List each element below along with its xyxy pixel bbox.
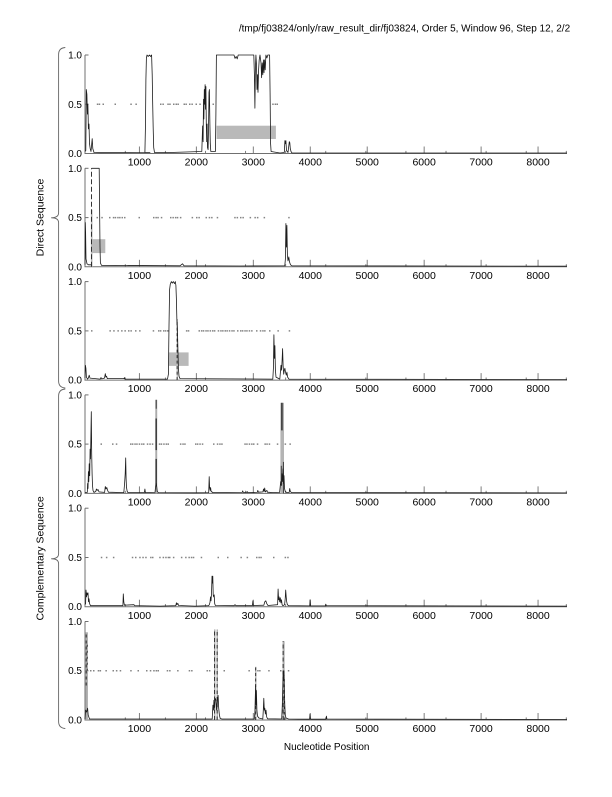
svg-text:1.0: 1.0 [68,390,82,401]
svg-text:3000: 3000 [242,270,266,282]
svg-text:1.0: 1.0 [68,617,82,628]
svg-text:0.0: 0.0 [68,149,82,160]
svg-text:2000: 2000 [185,610,209,622]
svg-text:1.0: 1.0 [68,164,82,175]
svg-text:7000: 7000 [469,270,493,282]
svg-text:5000: 5000 [356,270,380,282]
svg-text:2000: 2000 [185,383,209,395]
svg-text:4000: 4000 [299,497,323,509]
svg-text:5000: 5000 [356,610,380,622]
svg-text:0.0: 0.0 [68,262,82,273]
svg-text:1000: 1000 [128,157,152,169]
svg-text:8000: 8000 [526,723,550,735]
svg-text:7000: 7000 [469,610,493,622]
svg-text:4000: 4000 [299,157,323,169]
svg-text:5000: 5000 [356,157,380,169]
svg-text:0.5: 0.5 [68,213,82,224]
svg-text:5000: 5000 [356,497,380,509]
svg-text:3000: 3000 [242,157,266,169]
svg-text:0.5: 0.5 [68,326,82,337]
svg-text:5000: 5000 [356,383,380,395]
svg-text:0.5: 0.5 [68,440,82,451]
svg-text:Complementary Sequence: Complementary Sequence [35,496,47,620]
svg-text:0.5: 0.5 [68,666,82,677]
svg-text:8000: 8000 [526,383,550,395]
svg-text:7000: 7000 [469,157,493,169]
svg-text:2000: 2000 [185,270,209,282]
svg-text:1.0: 1.0 [68,51,82,62]
svg-text:1.0: 1.0 [68,277,82,288]
svg-text:3000: 3000 [242,610,266,622]
svg-text:0.5: 0.5 [68,553,82,564]
svg-text:0.0: 0.0 [68,716,82,727]
svg-text:7000: 7000 [469,383,493,395]
svg-text:0.0: 0.0 [68,489,82,500]
svg-text:3000: 3000 [242,723,266,735]
svg-text:0.0: 0.0 [68,376,82,387]
svg-text:4000: 4000 [299,723,323,735]
svg-text:1000: 1000 [128,610,152,622]
svg-text:2000: 2000 [185,497,209,509]
svg-text:8000: 8000 [526,610,550,622]
svg-text:4000: 4000 [299,610,323,622]
svg-text:5000: 5000 [356,723,380,735]
svg-text:1.0: 1.0 [68,504,82,515]
svg-text:2000: 2000 [185,723,209,735]
svg-text:6000: 6000 [412,610,436,622]
svg-text:Nucleotide Position: Nucleotide Position [284,742,370,753]
svg-text:0.0: 0.0 [68,602,82,613]
svg-text:4000: 4000 [299,270,323,282]
svg-text:6000: 6000 [412,270,436,282]
svg-text:0.5: 0.5 [68,100,82,111]
svg-text:2000: 2000 [185,157,209,169]
svg-text:Direct Sequence: Direct Sequence [35,179,47,257]
svg-text:8000: 8000 [526,497,550,509]
svg-text:6000: 6000 [412,497,436,509]
svg-text:3000: 3000 [242,383,266,395]
svg-text:/tmp/fj03824/only/raw_result_d: /tmp/fj03824/only/raw_result_dir/fj03824… [239,24,571,35]
svg-text:4000: 4000 [299,383,323,395]
svg-text:1000: 1000 [128,270,152,282]
svg-text:7000: 7000 [469,497,493,509]
svg-text:7000: 7000 [469,723,493,735]
svg-text:8000: 8000 [526,157,550,169]
svg-text:1000: 1000 [128,723,152,735]
svg-text:1000: 1000 [128,497,152,509]
svg-text:6000: 6000 [412,157,436,169]
svg-text:8000: 8000 [526,270,550,282]
svg-text:6000: 6000 [412,723,436,735]
svg-text:3000: 3000 [242,497,266,509]
svg-text:1000: 1000 [128,383,152,395]
svg-text:6000: 6000 [412,383,436,395]
